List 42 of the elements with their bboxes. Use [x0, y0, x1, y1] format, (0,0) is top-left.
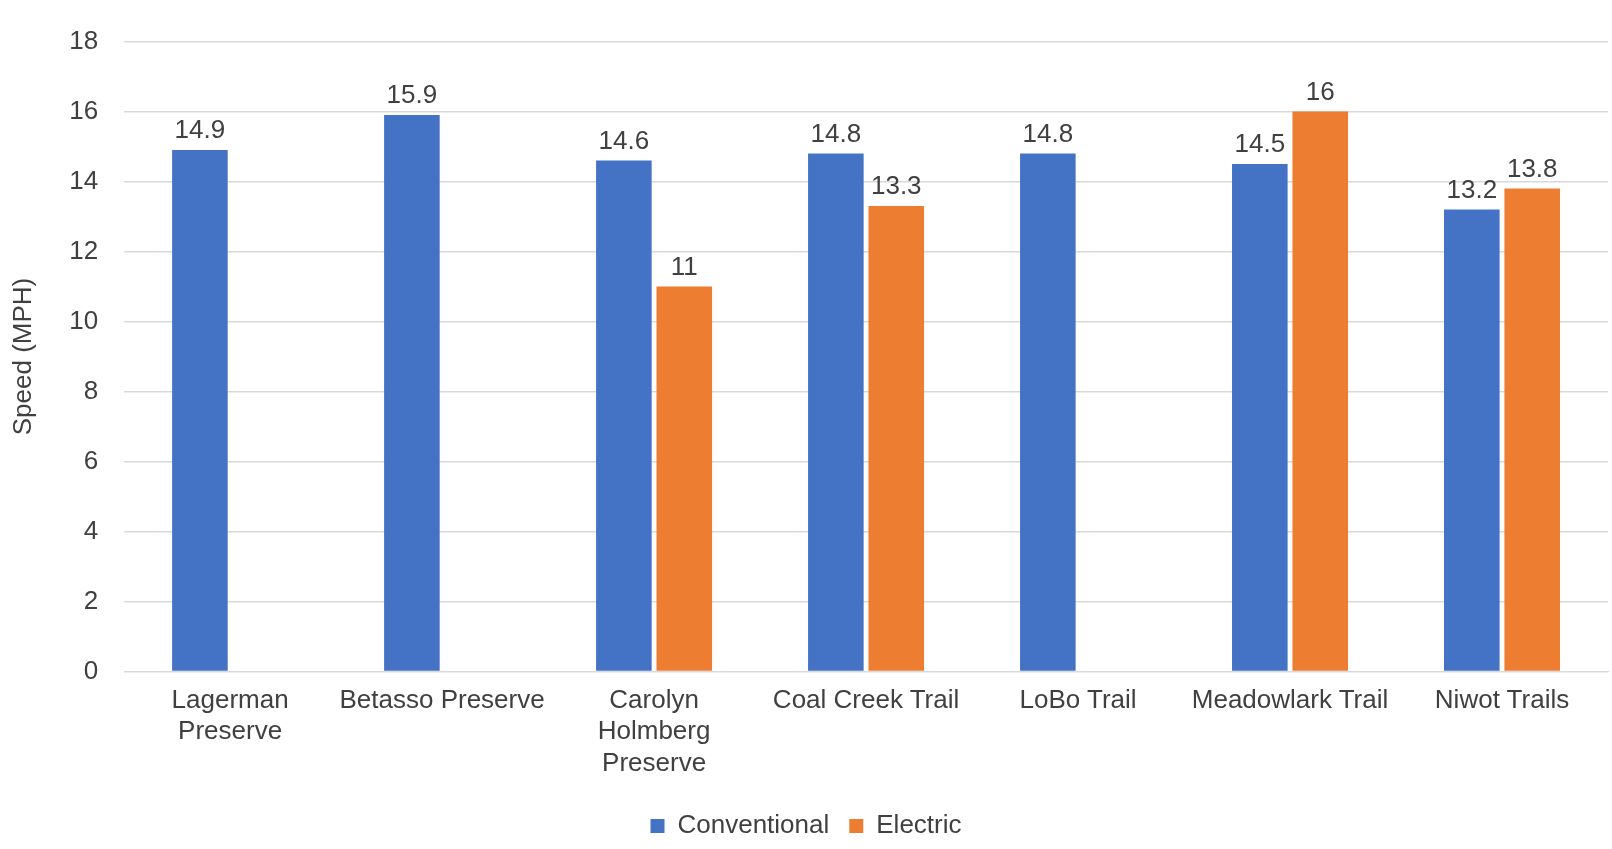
x-tick-label: Niwot Trails [1434, 684, 1570, 715]
data-label: 15.9 [386, 79, 438, 110]
data-label: 13.2 [1446, 173, 1498, 204]
data-label: 14.6 [598, 124, 650, 155]
data-label: 11 [670, 250, 698, 281]
data-label: 16 [1305, 75, 1335, 106]
y-tick-label: 18 [69, 24, 99, 55]
x-tick-label: Carolyn Holmberg Preserve [597, 684, 711, 777]
y-tick-label: 10 [69, 304, 99, 335]
x-tick-label: Coal Creek Trail [772, 684, 960, 715]
bar [172, 150, 228, 671]
bar [1020, 153, 1076, 671]
y-tick-label: 6 [83, 444, 99, 475]
y-tick-label: 2 [83, 584, 99, 615]
legend-label: Electric [876, 809, 962, 840]
bar [656, 286, 713, 671]
bar [1232, 164, 1288, 671]
y-tick-label: 12 [69, 234, 99, 265]
x-tick-label: Meadowlark Trail [1191, 684, 1389, 715]
bar [596, 160, 652, 671]
y-tick-label: 0 [83, 654, 99, 685]
bar [1444, 209, 1500, 671]
bar [1504, 188, 1561, 671]
y-tick-label: 4 [83, 514, 99, 545]
data-label: 14.8 [810, 117, 862, 148]
bar [1292, 111, 1349, 671]
bar [384, 115, 440, 671]
x-tick-label: LoBo Trail [1019, 684, 1137, 715]
y-tick-label: 16 [69, 94, 99, 125]
data-label: 13.3 [870, 170, 922, 201]
data-label: 14.9 [174, 114, 226, 145]
data-label: 14.5 [1234, 128, 1286, 159]
x-tick-label: Lagerman Preserve [171, 684, 289, 746]
y-tick-label: 8 [83, 374, 99, 405]
bar [808, 153, 864, 671]
y-tick-label: 14 [69, 164, 99, 195]
bar [868, 206, 925, 671]
x-tick-label: Betasso Preserve [339, 684, 545, 715]
legend-label: Conventional [677, 809, 830, 840]
data-label: 13.8 [1506, 152, 1558, 183]
data-label: 14.8 [1022, 117, 1074, 148]
y-axis-title: Speed (MPH) [6, 277, 37, 436]
